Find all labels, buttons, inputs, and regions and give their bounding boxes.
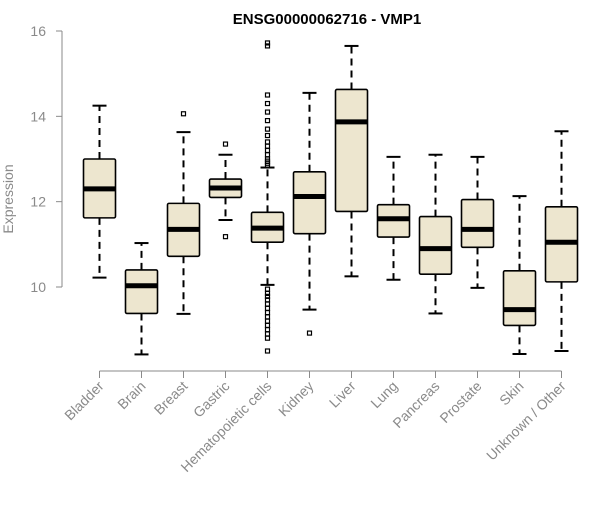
y-tick-label: 14	[30, 108, 46, 124]
box-iqr	[460, 198, 495, 249]
outlier-point	[264, 290, 271, 296]
x-tick-label: Kidney	[275, 378, 317, 420]
box-gastric	[208, 141, 243, 240]
outlier-point	[264, 335, 271, 341]
outlier-point	[264, 162, 271, 168]
outlier-point	[306, 330, 313, 336]
box-iqr	[502, 269, 537, 327]
y-tick-label: 12	[30, 194, 46, 210]
outlier-point	[264, 139, 271, 145]
outlier-point	[264, 109, 271, 115]
outlier-point	[264, 286, 271, 292]
box-bladder	[82, 104, 117, 279]
box-kidney	[292, 91, 327, 336]
outlier-point	[264, 92, 271, 98]
x-tick-label: Prostate	[436, 378, 484, 426]
outlier-point	[180, 111, 187, 117]
box-iqr	[124, 269, 159, 315]
outlier-point	[264, 327, 271, 333]
outlier-point	[264, 310, 271, 316]
x-tick-label: Pancreas	[389, 378, 442, 431]
box-hematopoietic-cells	[250, 40, 285, 354]
box-liver	[334, 44, 369, 278]
box-breast	[166, 111, 201, 315]
x-tick-label: Breast	[151, 378, 191, 418]
y-axis-label: Expression	[0, 164, 16, 233]
outlier-point	[222, 234, 229, 240]
box-prostate	[460, 155, 495, 289]
box-iqr	[418, 215, 453, 276]
outlier-point	[264, 40, 271, 46]
box-pancreas	[418, 153, 453, 315]
outlier-point	[222, 141, 229, 147]
outlier-point	[264, 152, 271, 158]
outlier-point	[264, 143, 271, 149]
y-tick-label: 16	[30, 23, 46, 39]
outlier-point	[264, 100, 271, 107]
x-tick-label: Unknown / Other	[483, 378, 569, 464]
outlier-point	[264, 318, 271, 324]
outlier-point	[264, 348, 271, 354]
box-iqr	[334, 88, 369, 213]
axes: 10 12 14 16	[30, 23, 562, 372]
box-skin	[502, 195, 537, 355]
outlier-point	[264, 305, 271, 311]
x-tick-label: Skin	[496, 378, 527, 409]
outlier-point	[264, 132, 271, 139]
outlier-point	[264, 331, 271, 337]
box-unknown-other	[544, 130, 579, 352]
outlier-point	[264, 314, 271, 320]
outlier-point	[264, 126, 271, 132]
boxes	[82, 40, 579, 356]
x-tick-label: Lung	[367, 378, 400, 411]
outlier-point	[264, 43, 271, 49]
chart-title: ENSG00000062716 - VMP1	[233, 11, 421, 28]
outlier-point	[264, 322, 271, 328]
box-iqr	[292, 171, 327, 235]
x-tick-label: Bladder	[61, 378, 107, 424]
outlier-point	[264, 301, 271, 307]
box-brain	[124, 242, 159, 356]
outlier-point	[264, 147, 271, 154]
box-lung	[376, 155, 411, 281]
x-tick-label: Liver	[326, 378, 359, 411]
x-tick-label: Brain	[114, 378, 148, 412]
y-tick-label: 10	[30, 279, 46, 295]
outlier-point	[264, 117, 271, 124]
